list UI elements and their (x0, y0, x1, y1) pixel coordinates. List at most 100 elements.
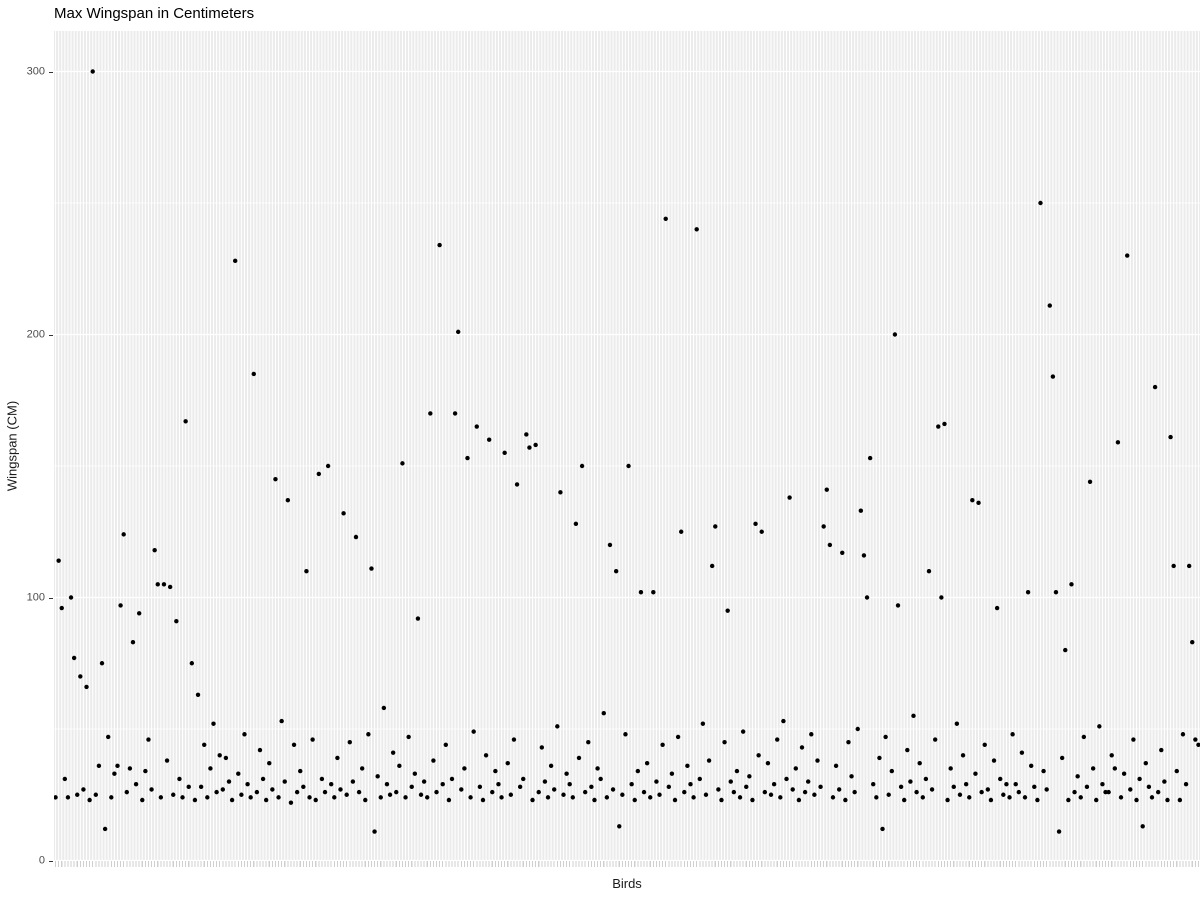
data-point (781, 718, 786, 724)
data-point (517, 784, 523, 790)
data-point (1090, 766, 1096, 771)
data-point (648, 795, 653, 800)
data-point (409, 784, 414, 790)
chart-title: Max Wingspan in Centimeters (54, 5, 255, 22)
data-point (598, 776, 603, 782)
data-point (747, 774, 752, 779)
data-point (1016, 789, 1022, 795)
data-point (1103, 789, 1108, 795)
data-point (818, 784, 823, 790)
data-point (1035, 797, 1040, 803)
data-point (521, 776, 526, 782)
data-point (1022, 795, 1028, 800)
data-point (99, 661, 105, 666)
data-point (490, 789, 495, 795)
data-point (936, 424, 941, 429)
data-point (861, 553, 867, 558)
y-tick-label: 100 (26, 591, 45, 603)
data-point (78, 674, 83, 679)
data-point (202, 742, 207, 747)
data-point (313, 797, 318, 803)
data-point (316, 471, 322, 477)
data-point (1047, 303, 1052, 308)
data-point (988, 797, 994, 803)
data-point (403, 795, 408, 800)
data-point (378, 795, 383, 800)
data-point (239, 792, 244, 797)
data-point (951, 784, 956, 790)
data-point (372, 829, 377, 834)
data-point (1159, 747, 1164, 753)
data-point (524, 432, 529, 437)
data-point (852, 789, 857, 795)
data-point (1115, 440, 1121, 445)
data-point (976, 500, 981, 506)
data-point (443, 742, 449, 747)
x-axis-title: Birds (612, 876, 642, 891)
data-point (1177, 797, 1183, 803)
data-point (502, 450, 507, 456)
data-point (267, 760, 272, 766)
data-point (722, 739, 727, 745)
data-point (440, 782, 445, 787)
data-point (177, 776, 182, 782)
data-point (666, 784, 672, 790)
data-point (288, 800, 294, 805)
data-point (830, 795, 836, 800)
data-point (270, 787, 275, 792)
data-point (319, 776, 325, 782)
data-point (552, 787, 557, 792)
data-point (536, 789, 541, 795)
data-point (651, 590, 656, 595)
data-point (384, 782, 390, 787)
data-point (589, 784, 594, 790)
data-point (716, 787, 721, 792)
data-point (1190, 640, 1195, 645)
data-point (558, 490, 563, 495)
data-point (127, 766, 133, 771)
data-point (462, 766, 467, 771)
data-point (1118, 795, 1124, 800)
data-point (480, 797, 486, 803)
data-point (805, 779, 811, 784)
data-point (654, 779, 659, 784)
data-point (468, 795, 473, 800)
data-point (750, 797, 755, 803)
data-point (81, 787, 86, 792)
data-point (548, 763, 554, 769)
data-point (617, 824, 622, 829)
data-point (248, 795, 253, 800)
data-point (545, 795, 551, 800)
data-point (1032, 784, 1037, 790)
data-point (709, 563, 715, 569)
data-point (109, 795, 114, 800)
data-point (62, 776, 68, 782)
data-point (412, 771, 418, 776)
x-axis-category-ticks (54, 861, 1200, 867)
data-point (350, 779, 356, 784)
data-point (1078, 795, 1083, 800)
data-point (573, 521, 579, 527)
data-point (223, 755, 229, 761)
data-point (867, 455, 873, 461)
data-point (428, 411, 433, 416)
data-point (697, 776, 702, 782)
data-point (205, 795, 210, 800)
data-point (570, 795, 575, 800)
data-point (217, 753, 222, 758)
data-point (59, 605, 64, 611)
data-point (84, 684, 89, 690)
data-point (1196, 742, 1200, 747)
data-point (390, 750, 396, 755)
data-point (840, 550, 845, 555)
data-point (923, 776, 929, 782)
data-point (1019, 750, 1025, 755)
data-point (130, 640, 136, 645)
data-point (1193, 737, 1198, 742)
data-point (685, 763, 690, 769)
data-point (1149, 795, 1155, 800)
data-point (514, 482, 520, 487)
data-point (133, 782, 139, 787)
data-point (496, 782, 501, 787)
